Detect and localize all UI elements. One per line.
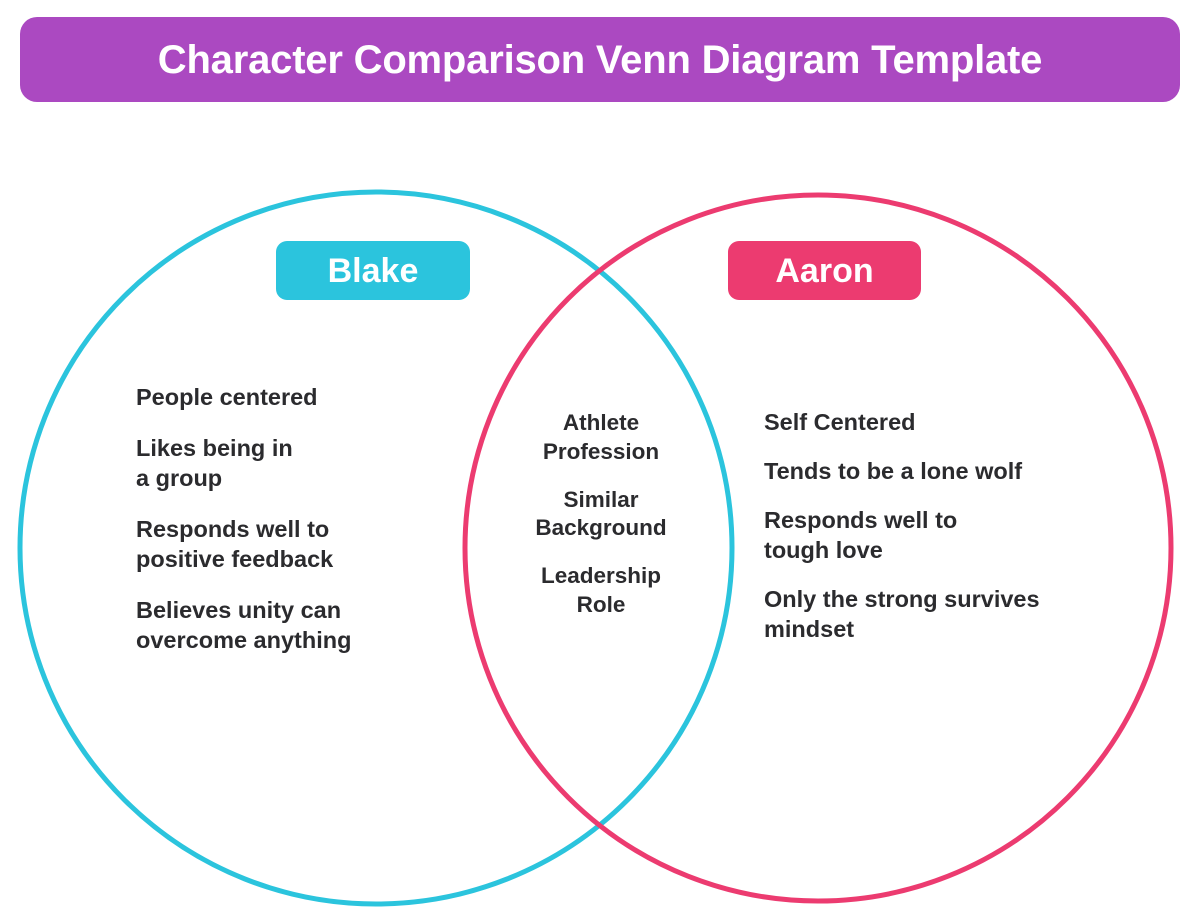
venn-column-center: Athlete Profession Similar Background Le… xyxy=(496,409,706,620)
venn-item: Tends to be a lone wolf xyxy=(764,458,1023,485)
venn-item: Likes being in a group xyxy=(136,435,293,492)
venn-item: Self Centered xyxy=(764,409,916,435)
venn-item: Believes unity can overcome anything xyxy=(136,597,352,654)
badge-aaron-label: Aaron xyxy=(775,251,874,290)
page-title-banner: Character Comparison Venn Diagram Templa… xyxy=(20,17,1180,102)
venn-item: Leadership Role xyxy=(540,563,662,617)
venn-column-left: People centered Likes being in a group R… xyxy=(136,382,466,656)
venn-item: Only the strong survives mindset xyxy=(764,586,1040,643)
venn-circle-right xyxy=(462,192,1174,904)
badge-aaron[interactable]: Aaron xyxy=(728,241,921,300)
venn-item: People centered xyxy=(136,384,318,410)
venn-item: Athlete Profession xyxy=(542,410,660,464)
venn-circle-left xyxy=(17,189,735,907)
venn-item: Responds well to positive feedback xyxy=(136,516,334,573)
page-title: Character Comparison Venn Diagram Templa… xyxy=(157,37,1043,82)
badge-blake[interactable]: Blake xyxy=(276,241,470,300)
venn-column-right: Self Centered Tends to be a lone wolf Re… xyxy=(764,407,1164,644)
venn-item: Responds well to tough love xyxy=(764,507,958,564)
venn-item: Similar Background xyxy=(535,486,667,541)
badge-blake-label: Blake xyxy=(327,251,419,290)
